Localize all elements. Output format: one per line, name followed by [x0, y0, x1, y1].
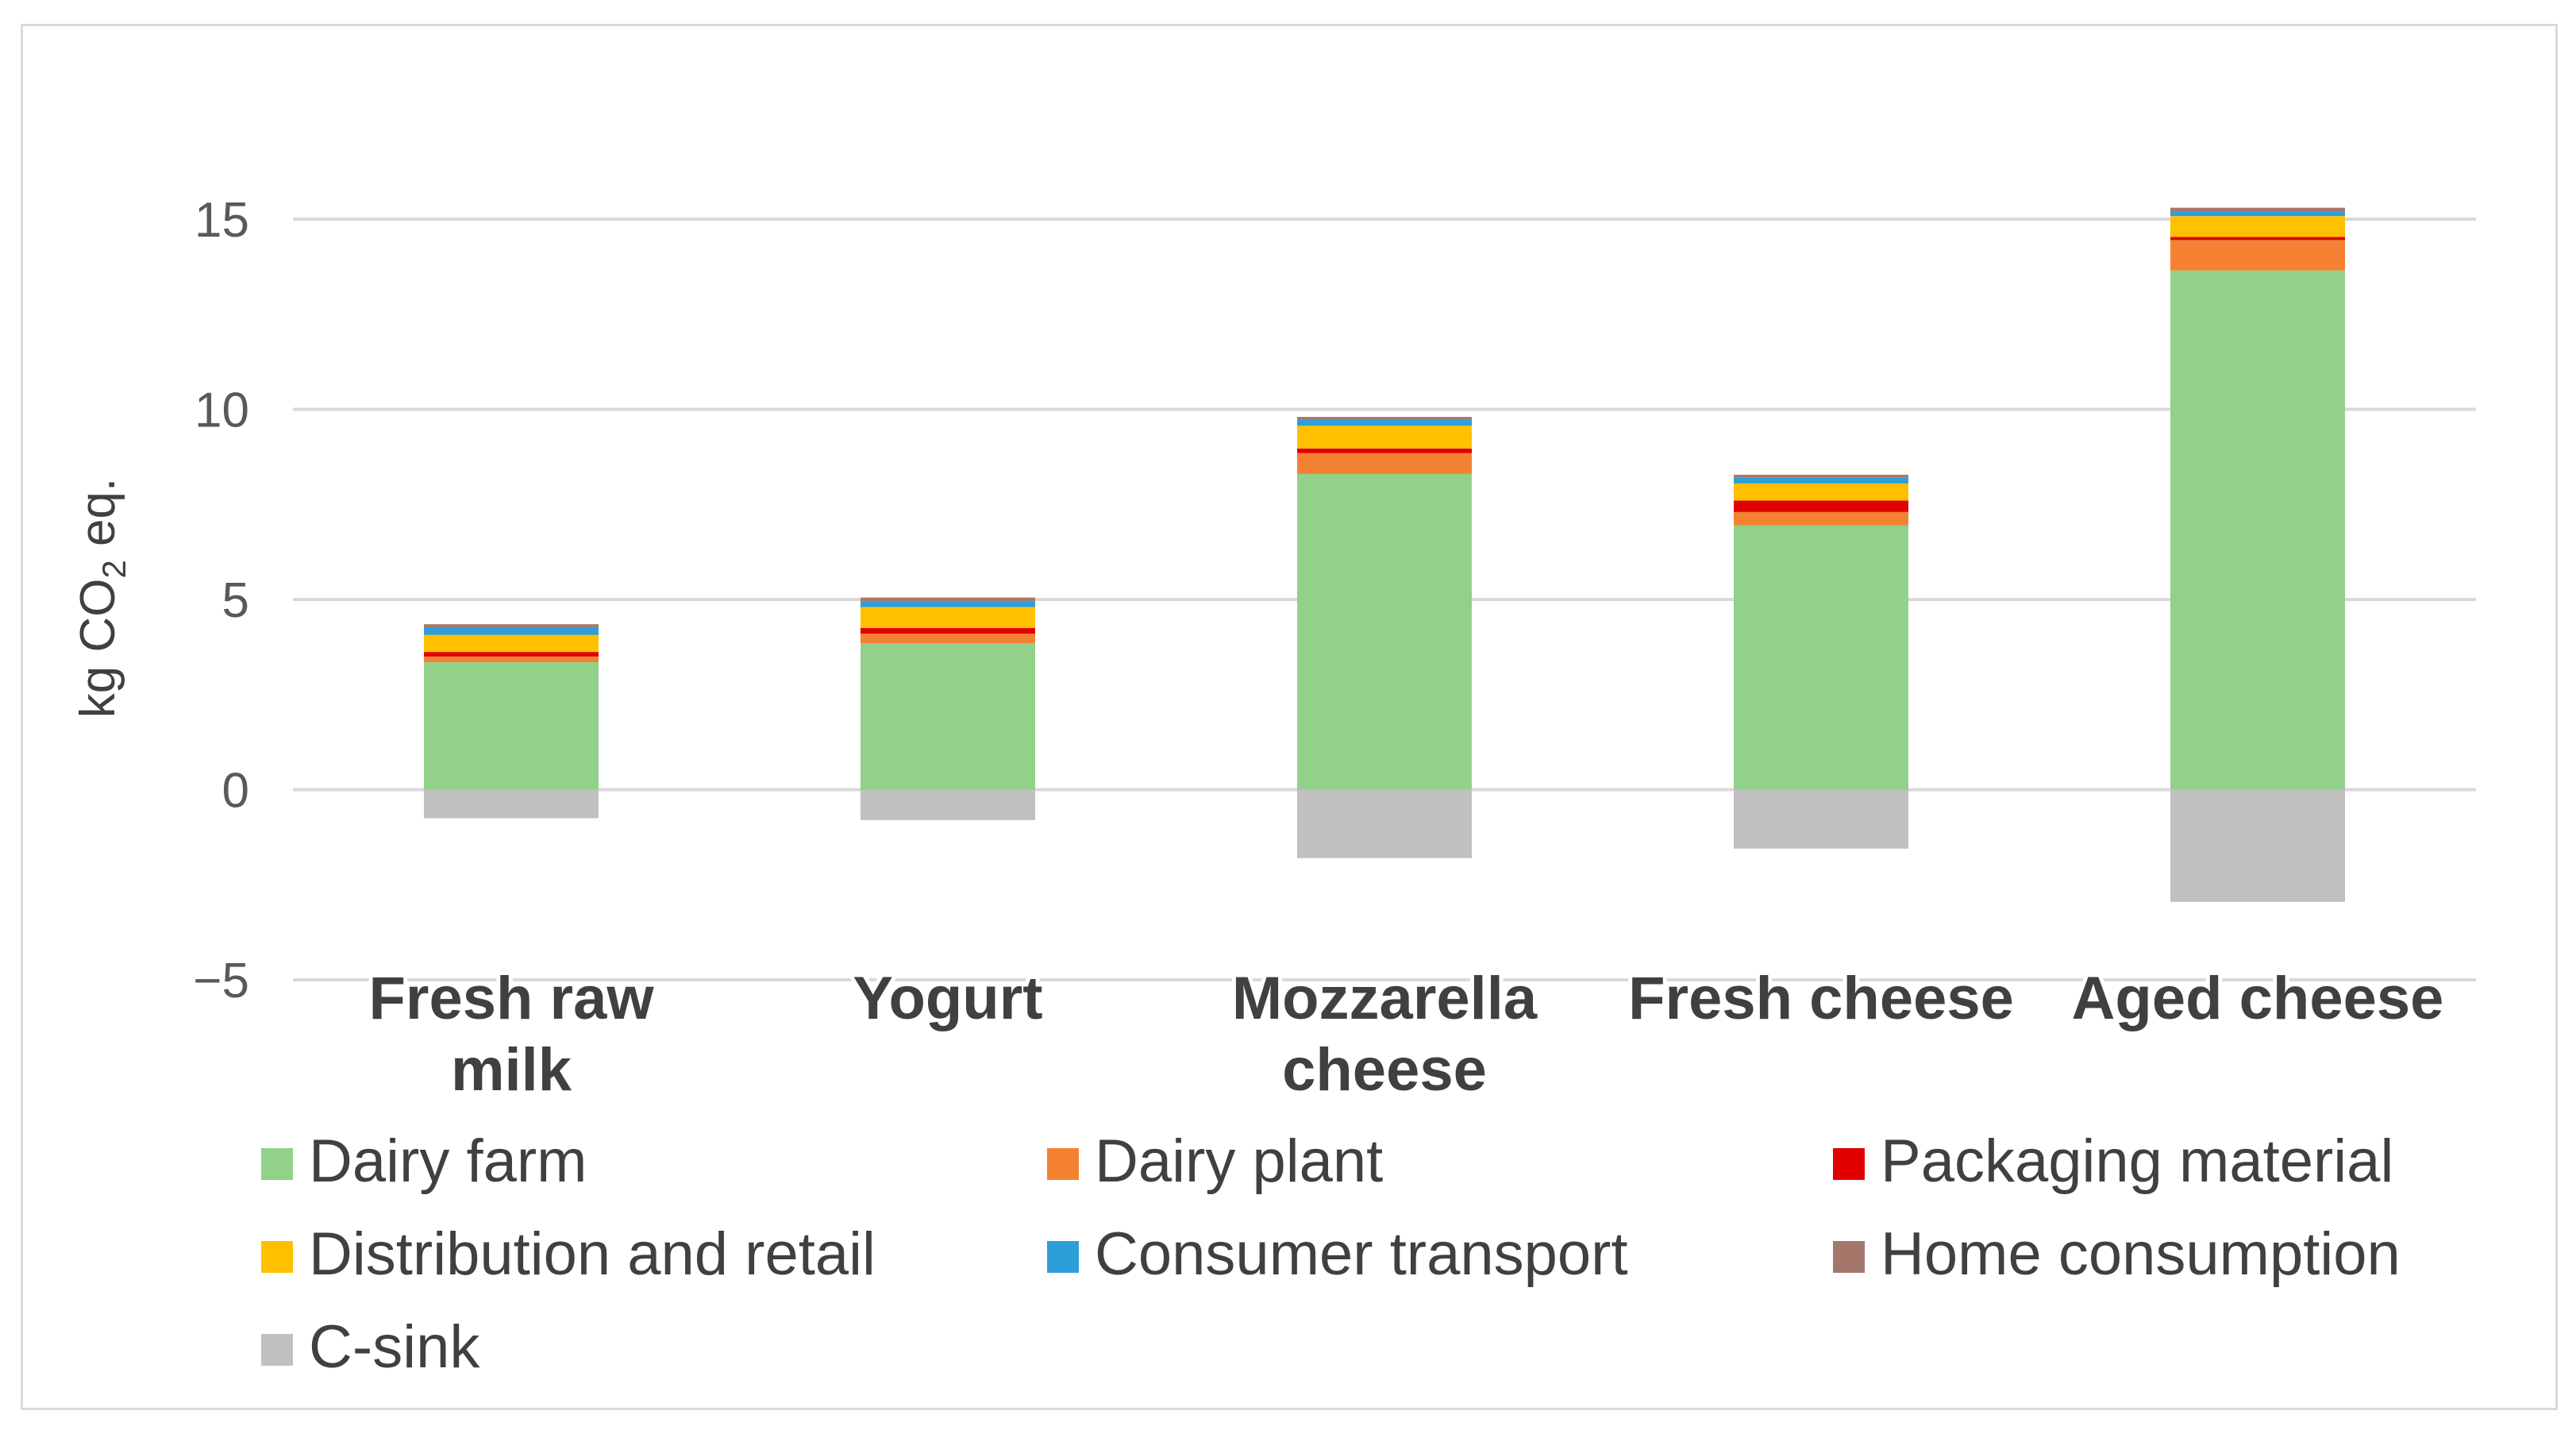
bar-segment-dairy-farm [424, 662, 599, 790]
bar-segment-consumer-transport [861, 601, 1035, 607]
legend-swatch [1047, 1241, 1079, 1273]
bar-segment-dairy-plant [2170, 240, 2345, 271]
y-tick-label: −5 [193, 954, 249, 1008]
legend-swatch [1047, 1148, 1079, 1180]
legend-swatch [261, 1334, 293, 1366]
bar-segment-dairy-farm [1734, 525, 1908, 790]
y-axis-label-part: 2 [95, 560, 133, 578]
bar-segment-dairy-farm [2170, 270, 2345, 790]
bar-segment-home-consumption [424, 624, 599, 627]
legend-swatch [261, 1148, 293, 1180]
category-label: Fresh cheese [1628, 965, 2014, 1032]
y-axis-label-part: eq. [71, 478, 125, 560]
bar-segment-c-sink [861, 789, 1035, 820]
legend-label: Consumer transport [1095, 1220, 1628, 1288]
legend-label: Distribution and retail [309, 1220, 876, 1288]
y-tick-label: 10 [194, 384, 249, 438]
bar-segment-packaging-material [2170, 237, 2345, 241]
bar-segment-packaging-material [424, 652, 599, 657]
bar-segment-c-sink [2170, 789, 2345, 902]
bar-segment-consumer-transport [1297, 419, 1472, 426]
y-tick-label: 15 [194, 193, 249, 248]
category-label: cheese [1282, 1036, 1487, 1104]
legend-swatch [1833, 1241, 1865, 1273]
bar-segment-home-consumption [1734, 474, 1908, 478]
bar-segment-home-consumption [1297, 417, 1472, 420]
bar-segment-packaging-material [1297, 448, 1472, 453]
legend-swatch [261, 1241, 293, 1273]
bar-segment-distribution-and-retail [424, 634, 599, 653]
bar-segment-packaging-material [1734, 500, 1908, 512]
bar-segment-consumer-transport [424, 626, 599, 635]
bar-segment-c-sink [1734, 789, 1908, 849]
bar-segment-dairy-farm [861, 643, 1035, 790]
bar-segment-consumer-transport [1734, 477, 1908, 484]
y-tick-label: 5 [222, 573, 249, 628]
category-label: Aged cheese [2072, 965, 2444, 1032]
bar-segment-distribution-and-retail [2170, 216, 2345, 237]
bar-segment-home-consumption [2170, 207, 2345, 212]
y-tick-label: 0 [222, 764, 249, 819]
bar-segment-dairy-plant [1734, 511, 1908, 526]
category-label: Yogurt [853, 965, 1042, 1032]
bar-segment-distribution-and-retail [1734, 483, 1908, 501]
y-axis-label-part: kg CO [71, 579, 125, 719]
y-axis-label: kg CO2 eq. [71, 478, 133, 719]
category-label: milk [451, 1036, 572, 1104]
legend-label: Packaging material [1881, 1128, 2393, 1195]
bar-segment-c-sink [1297, 789, 1472, 858]
legend-label: Dairy farm [309, 1128, 587, 1195]
legend-label: Home consumption [1881, 1220, 2401, 1288]
chart-frame: −5 0 5 10 15 kg CO2 eq. Fresh raw milk Yogurt Moz… [21, 24, 2558, 1410]
bar-segment-packaging-material [861, 627, 1035, 634]
bar-segment-distribution-and-retail [861, 607, 1035, 628]
bar-segment-distribution-and-retail [1297, 426, 1472, 449]
legend-label: C-sink [309, 1313, 480, 1381]
bar-segment-dairy-plant [424, 656, 599, 663]
category-label: Mozzarella [1232, 965, 1538, 1032]
category-label: Fresh raw [368, 965, 654, 1032]
legend-swatch [1833, 1148, 1865, 1180]
bar-segment-dairy-farm [1297, 473, 1472, 790]
bar-segment-dairy-plant [861, 634, 1035, 644]
bar-segment-c-sink [424, 789, 599, 819]
bar-segment-consumer-transport [2170, 211, 2345, 217]
bar-segment-home-consumption [861, 597, 1035, 602]
legend-label: Dairy plant [1095, 1128, 1383, 1195]
bar-segment-dairy-plant [1297, 453, 1472, 474]
